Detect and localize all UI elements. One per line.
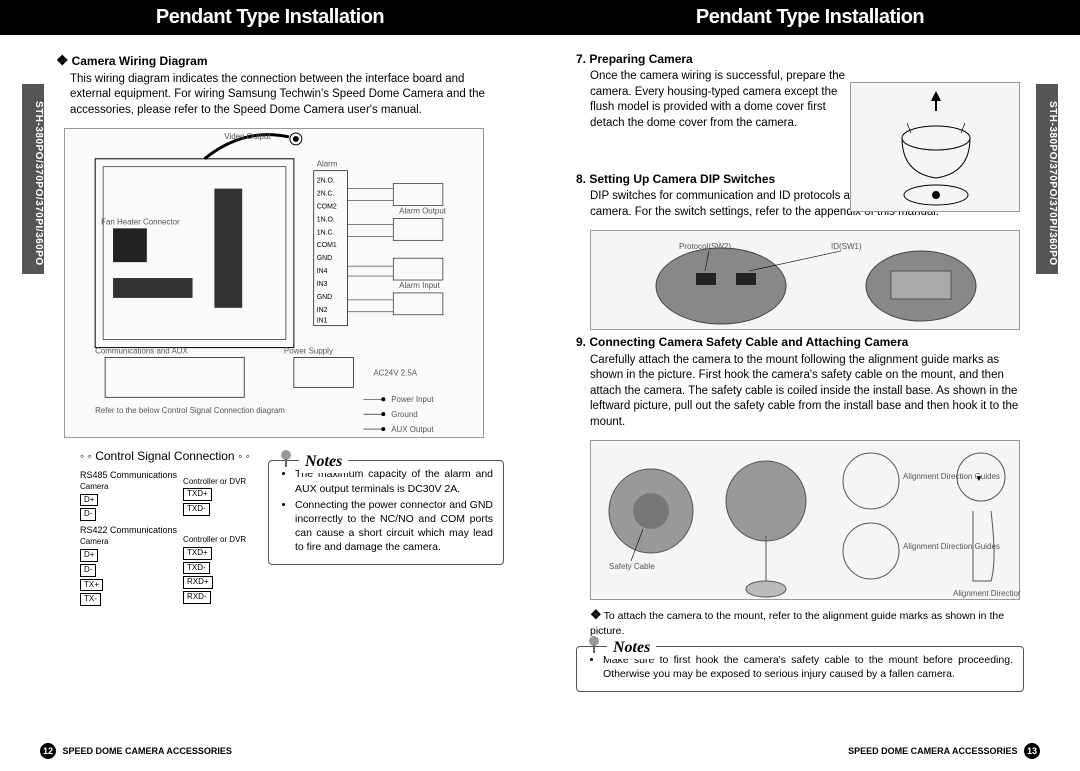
svg-text:Fan Heater Connector: Fan Heater Connector: [101, 218, 180, 227]
notes-box-left: Notes The maximum capacity of the alarm …: [268, 460, 504, 565]
diagram-prepare-camera: [850, 82, 1020, 212]
wiring-diagram: Video Output 2N.O. 2N.C. COM2 1N.O. 1N.C. C…: [64, 128, 484, 438]
svg-text:Alignment Direction Guides: Alignment Direction Guides: [903, 542, 1000, 551]
s7-heading: 7. Preparing Camera: [576, 51, 1024, 67]
svg-text:COM2: COM2: [317, 204, 337, 211]
svg-text:Alarm Input: Alarm Input: [399, 281, 440, 290]
footer-right: SPEED DOME CAMERA ACCESSORIES 13: [848, 743, 1044, 759]
svg-text:Alarm: Alarm: [317, 160, 338, 169]
pushpin-icon: [275, 447, 297, 469]
page-right: Pendant Type Installation STH-380PO/370P…: [540, 0, 1080, 771]
svg-text:GND: GND: [317, 294, 332, 301]
diagram-dip-switches: Protocol(SW2) ID(SW1): [590, 230, 1020, 330]
svg-text:IN3: IN3: [317, 281, 328, 288]
pushpin-icon: [583, 633, 605, 655]
title-bar-right: Pendant Type Installation: [540, 0, 1080, 35]
content-left: ❖Camera Wiring Diagram This wiring diagr…: [0, 35, 540, 617]
notes-heading-left: Notes: [299, 451, 348, 473]
svg-text:ID(SW1): ID(SW1): [831, 242, 862, 251]
svg-text:1N.C.: 1N.C.: [317, 230, 335, 237]
footnote-right: ❖To attach the camera to the mount, refe…: [590, 606, 1024, 638]
note-item: Connecting the power connector and GND i…: [295, 498, 493, 555]
svg-text:2N.O.: 2N.O.: [317, 178, 335, 185]
svg-text:Alignment Direction Guides: Alignment Direction Guides: [903, 472, 1000, 481]
wiring-heading-text: Camera Wiring Diagram: [72, 54, 208, 68]
footer-text-left: SPEED DOME CAMERA ACCESSORIES: [63, 746, 232, 756]
notes-heading-right: Notes: [607, 637, 656, 659]
footer-left: 12 SPEED DOME CAMERA ACCESSORIES: [36, 743, 232, 759]
wiring-body: This wiring diagram indicates the connec…: [70, 72, 504, 119]
svg-text:GND: GND: [317, 256, 332, 263]
page-left: Pendant Type Installation STH-380PO/370P…: [0, 0, 540, 771]
notes-box-right: Notes Make sure to first hook the camera…: [576, 646, 1024, 692]
svg-text:AUX Output: AUX Output: [391, 425, 434, 434]
svg-text:Alarm Output: Alarm Output: [399, 207, 447, 216]
page-number-left: 12: [40, 743, 56, 759]
title-bar-left: Pendant Type Installation: [0, 0, 540, 35]
page-number-right: 13: [1024, 743, 1040, 759]
s9-body: Carefully attach the camera to the mount…: [590, 353, 1024, 431]
svg-text:Power Input: Power Input: [391, 396, 434, 405]
side-tab-right: STH-380PO/370PO/370PI/360PO: [1036, 84, 1058, 274]
svg-text:Safety Cable: Safety Cable: [609, 562, 655, 571]
svg-text:Refer to the below Control Sig: Refer to the below Control Signal Connec…: [95, 407, 285, 416]
svg-text:Alignment Directions: Alignment Directions: [953, 589, 1021, 598]
side-tab-left: STH-380PO/370PO/370PI/360PO: [22, 84, 44, 274]
svg-text:Power Supply: Power Supply: [284, 347, 333, 356]
svg-text:AC24V 2.5A: AC24V 2.5A: [373, 369, 417, 378]
s7-body: Once the camera wiring is successful, pr…: [590, 69, 860, 131]
svg-text:COM1: COM1: [317, 243, 337, 250]
svg-text:Video Output: Video Output: [224, 132, 271, 141]
svg-text:▼: ▼: [975, 474, 983, 483]
svg-text:2N.C.: 2N.C.: [317, 191, 335, 198]
svg-text:IN4: IN4: [317, 269, 328, 276]
diagram-safety-cable: Safety Cable Alignment Direction Guides …: [590, 440, 1020, 600]
svg-text:IN2: IN2: [317, 307, 328, 314]
note-item: Make sure to first hook the camera's saf…: [603, 653, 1013, 681]
svg-text:Protocol(SW2): Protocol(SW2): [679, 242, 731, 251]
footer-text-right: SPEED DOME CAMERA ACCESSORIES: [848, 746, 1017, 756]
svg-text:Ground: Ground: [391, 411, 417, 420]
comm-diagram: RS485 Communications Camera D+ D- RS422 …: [80, 467, 256, 608]
control-signal-heading: ◦ ◦ Control Signal Connection ◦ ◦: [80, 448, 256, 464]
svg-text:Communications and AUX: Communications and AUX: [95, 347, 188, 356]
wiring-heading: ❖Camera Wiring Diagram: [56, 51, 504, 70]
svg-text:1N.O.: 1N.O.: [317, 217, 335, 224]
s9-heading: 9. Connecting Camera Safety Cable and At…: [576, 334, 1024, 350]
svg-text:IN1: IN1: [317, 318, 328, 325]
